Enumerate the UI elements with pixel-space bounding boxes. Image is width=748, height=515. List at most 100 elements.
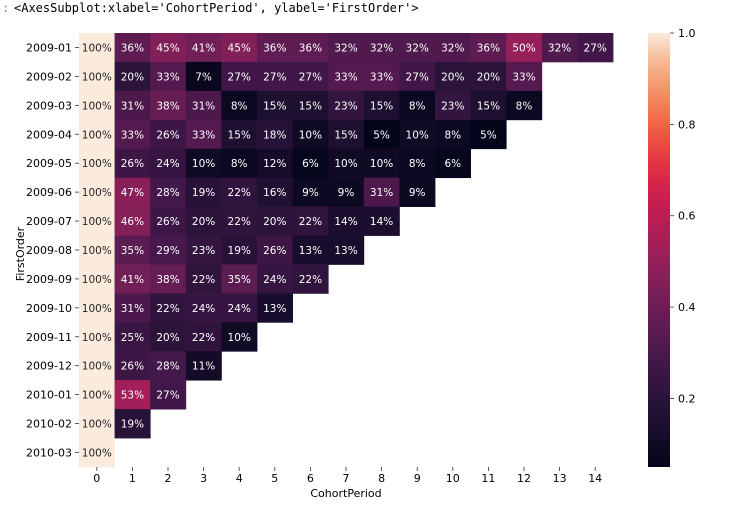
heatmap-cell <box>185 235 222 265</box>
y-tick-label: 2009-07 <box>26 215 72 228</box>
cell-value-label: 27% <box>263 71 286 83</box>
cell-value-label: 41% <box>192 42 215 54</box>
cell-gutter-marker: : <box>2 1 10 15</box>
heatmap-cell <box>221 148 258 179</box>
heatmap-cell <box>79 206 115 236</box>
cell-value-label: 9% <box>409 187 426 199</box>
cell-value-label: 100% <box>82 71 112 83</box>
heatmap-cell <box>79 264 115 294</box>
cell-value-label: 31% <box>370 187 393 199</box>
axes-repr-output: <AxesSubplot:xlabel='CohortPeriod', ylab… <box>14 1 419 15</box>
heatmap-cell <box>292 61 329 92</box>
cell-value-label: 41% <box>121 274 144 286</box>
cell-value-label: 10% <box>334 158 357 170</box>
heatmap-cell <box>79 119 115 150</box>
cell-value-label: 15% <box>334 129 357 141</box>
cell-value-label: 38% <box>156 100 179 112</box>
cell-value-label: 23% <box>192 245 215 257</box>
cell-value-label: 33% <box>156 71 179 83</box>
heatmap-cell <box>399 119 436 150</box>
heatmap-cells: 100% 36% 45% 41% 45% 36% 36% 32% 32% 32% 32% 36% 50%… <box>79 33 614 468</box>
heatmap-cell <box>79 61 115 92</box>
y-tick-label: 2009-10 <box>26 302 72 315</box>
cell-value-label: 36% <box>299 42 322 54</box>
cell-value-label: 5% <box>373 129 390 141</box>
heatmap-cell <box>150 322 187 352</box>
cell-value-label: 45% <box>228 42 251 54</box>
y-tick-label: 2009-02 <box>26 70 72 83</box>
cell-value-label: 16% <box>263 187 286 199</box>
heatmap-cell <box>114 293 151 323</box>
cell-value-label: 47% <box>121 187 144 199</box>
heatmap-cell <box>150 61 187 92</box>
cell-value-label: 15% <box>263 100 286 112</box>
heatmap-cell <box>221 119 258 150</box>
heatmap-cell <box>399 177 436 207</box>
heatmap-cell <box>114 409 151 439</box>
heatmap-cell <box>257 61 293 92</box>
x-tick-label: 4 <box>236 472 243 485</box>
heatmap-cell <box>328 235 365 265</box>
heatmap-cell <box>221 61 258 92</box>
heatmap-cell <box>185 293 222 323</box>
x-tick-label: 5 <box>271 472 278 485</box>
heatmap-cell <box>328 148 365 179</box>
heatmap-cell <box>150 293 187 323</box>
cell-value-label: 35% <box>121 245 144 257</box>
heatmap-cell <box>185 206 222 236</box>
heatmap-cell <box>257 177 293 207</box>
cell-value-label: 24% <box>263 274 286 286</box>
heatmap-cell <box>328 61 365 92</box>
cell-value-label: 36% <box>263 42 286 54</box>
x-tick-label: 12 <box>517 472 531 485</box>
heatmap-cell <box>292 90 329 121</box>
heatmap-cell <box>292 264 329 294</box>
heatmap-cell <box>399 61 436 92</box>
heatmap-cell <box>185 322 222 352</box>
cell-value-label: 26% <box>156 129 179 141</box>
cell-value-label: 22% <box>299 216 322 228</box>
heatmap-cell <box>150 206 187 236</box>
cell-value-label: 10% <box>370 158 393 170</box>
colorbar <box>648 33 670 467</box>
cell-value-label: 10% <box>228 332 251 344</box>
colorbar-tick-label: 0.6 <box>678 210 696 223</box>
cell-value-label: 24% <box>156 158 179 170</box>
y-tick-label: 2009-01 <box>26 41 72 54</box>
cell-value-label: 100% <box>82 303 112 315</box>
heatmap-cell <box>292 33 329 63</box>
cell-value-label: 100% <box>82 216 112 228</box>
heatmap-cell <box>79 293 115 323</box>
x-tick-label: 9 <box>414 472 421 485</box>
heatmap-cell <box>221 177 258 207</box>
cell-value-label: 20% <box>156 332 179 344</box>
cell-value-label: 13% <box>263 303 286 315</box>
heatmap-cell <box>150 264 187 294</box>
x-tick-label: 11 <box>481 472 495 485</box>
cell-value-label: 8% <box>231 158 248 170</box>
heatmap-cell <box>257 206 293 236</box>
cell-value-label: 20% <box>192 216 215 228</box>
heatmap-cell <box>79 177 115 207</box>
cell-value-label: 24% <box>228 303 251 315</box>
cell-value-label: 100% <box>82 332 112 344</box>
heatmap-cell <box>257 33 293 63</box>
heatmap-cell <box>257 148 293 179</box>
y-tick-label: 2009-12 <box>26 360 72 373</box>
cell-value-label: 8% <box>444 129 461 141</box>
heatmap-cell <box>328 206 365 236</box>
heatmap-cell <box>292 177 329 207</box>
cell-value-label: 9% <box>338 187 355 199</box>
colorbar-tick-label: 0.8 <box>678 118 696 131</box>
cell-value-label: 33% <box>334 71 357 83</box>
cell-value-label: 100% <box>82 274 112 286</box>
x-tick-label: 7 <box>343 472 350 485</box>
cell-value-label: 33% <box>121 129 144 141</box>
heatmap-cell <box>150 380 187 410</box>
cell-value-label: 14% <box>334 216 357 228</box>
colorbar-tick-label: 0.2 <box>678 392 696 405</box>
heatmap-cell <box>257 90 293 121</box>
colorbar-tick-label: 0.4 <box>678 301 696 314</box>
heatmap-cell <box>328 33 365 63</box>
